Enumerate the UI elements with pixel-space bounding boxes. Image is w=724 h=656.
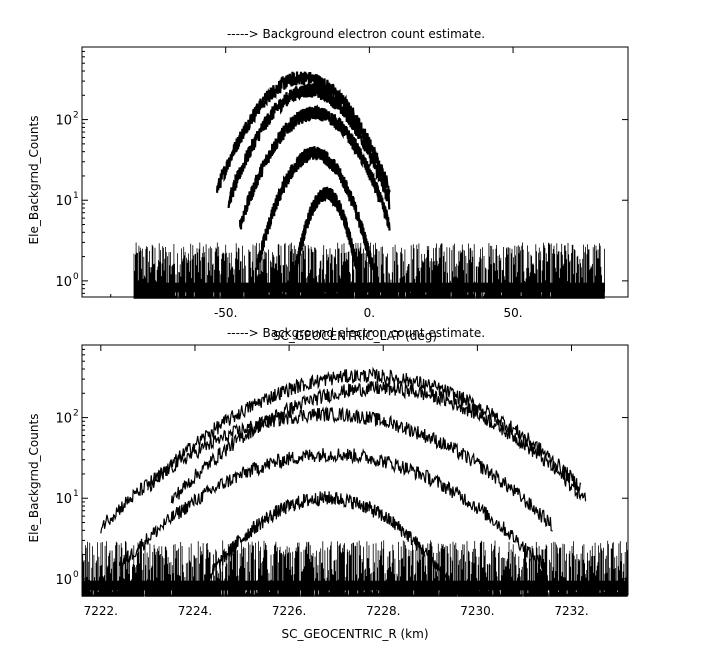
y-axis-label: Ele_Backgrnd_Counts [27, 414, 41, 543]
x-tick-label: 7224. [178, 604, 212, 618]
plot-frame [81, 344, 629, 596]
series-2-line [239, 104, 391, 231]
series-1-line [170, 380, 587, 504]
noise-band [134, 282, 605, 293]
series-3-line [119, 448, 544, 574]
x-tick-label: 7228. [366, 604, 400, 618]
series-4-line [185, 491, 468, 596]
x-axis-label: SC_GEOCENTRIC_R (km) [282, 627, 429, 641]
y-tick-label: 10 [55, 412, 72, 427]
x-tick-label: 50. [504, 306, 523, 320]
series-1-line [227, 83, 391, 210]
noise-band [82, 580, 628, 591]
series-0-line [147, 366, 582, 493]
y-tick-exponent: 1 [73, 191, 79, 201]
plot-frame [81, 46, 629, 298]
x-axis-label: SC_GEOCENTRIC_LAT (deg) [273, 329, 437, 343]
series-2-line [100, 405, 553, 534]
chart-title: -----> Background electron count estimat… [227, 326, 485, 340]
y-tick-exponent: 0 [73, 272, 79, 282]
x-tick-label: 7230. [460, 604, 494, 618]
series-0-line [216, 71, 391, 195]
y-tick-label: 10 [55, 492, 72, 507]
y-tick-label: 10 [55, 275, 72, 290]
x-tick-label: 7226. [272, 604, 306, 618]
x-axis-ticks: 7222. 7224. 7226. 7228. 7230. 7232. [81, 345, 629, 618]
y-tick-exponent: 2 [73, 111, 79, 121]
chart-panel-geocentric-lat: -----> Background electron count estimat… [27, 27, 629, 343]
noise-floor [81, 540, 628, 597]
x-tick-label: 7232. [554, 604, 588, 618]
y-tick-exponent: 2 [73, 409, 79, 419]
series-group [100, 366, 587, 596]
chart-title: -----> Background electron count estimat… [227, 27, 485, 41]
x-axis-ticks: -50. 0. 50. [81, 47, 629, 320]
chart-panel-geocentric-r: -----> Background electron count estimat… [27, 326, 629, 641]
series-3-line [256, 146, 374, 271]
series-group [216, 71, 391, 298]
series-4-line [287, 186, 365, 298]
y-tick-label: 10 [55, 114, 72, 129]
y-tick-label: 10 [55, 573, 72, 588]
y-tick-label: 10 [55, 194, 72, 209]
x-tick-label: 0. [364, 306, 375, 320]
x-tick-label: -50. [214, 306, 237, 320]
y-tick-exponent: 0 [73, 570, 79, 580]
y-tick-exponent: 1 [73, 489, 79, 499]
x-tick-label: 7222. [84, 604, 118, 618]
y-axis-label: Ele_Backgrnd_Counts [27, 116, 41, 245]
